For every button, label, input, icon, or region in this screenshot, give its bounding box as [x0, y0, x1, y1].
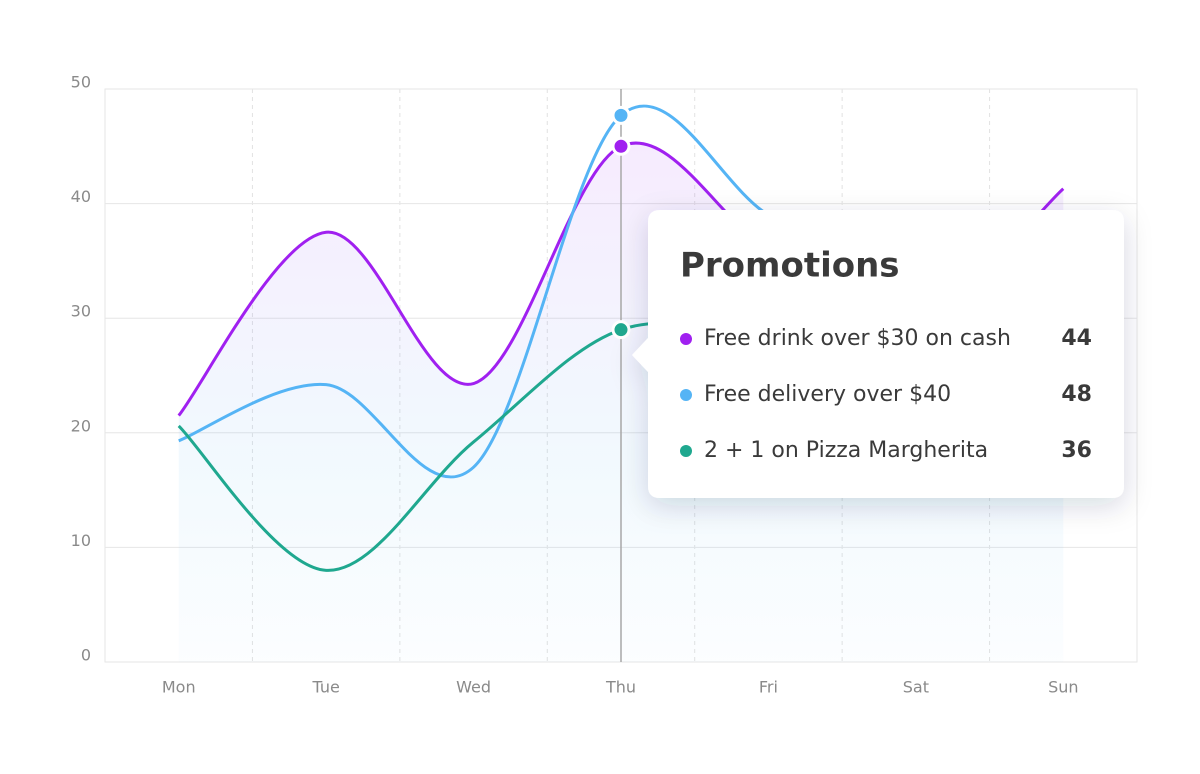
x-tick-label: Mon [162, 678, 196, 697]
y-tick-label: 0 [81, 646, 91, 665]
x-tick-label: Tue [311, 678, 339, 697]
legend-label: 2 + 1 on Pizza Margherita [704, 438, 988, 463]
legend-label: Free drink over $30 on cash [704, 326, 1011, 351]
y-tick-label: 20 [71, 416, 91, 435]
tooltip-value: 48 [1061, 382, 1092, 407]
tooltip-title: Promotions [680, 246, 900, 286]
legend-dot [680, 445, 692, 457]
x-tick-label: Sun [1048, 678, 1078, 697]
y-tick-label: 10 [71, 531, 91, 550]
legend-dot [680, 389, 692, 401]
highlight-point [611, 136, 631, 156]
highlight-point [611, 320, 631, 340]
legend-label: Free delivery over $40 [704, 382, 951, 407]
highlight-point [611, 105, 631, 125]
x-tick-label: Thu [605, 678, 636, 697]
y-tick-label: 40 [71, 187, 91, 206]
tooltip: Promotions Free drink over $30 on cash 44… [632, 210, 1124, 498]
x-tick-label: Fri [759, 678, 778, 697]
y-tick-label: 30 [71, 302, 91, 321]
x-tick-label: Wed [456, 678, 491, 697]
x-tick-label: Sat [903, 678, 929, 697]
tooltip-value: 36 [1061, 438, 1092, 463]
tooltip-box [632, 210, 1124, 498]
tooltip-value: 44 [1061, 326, 1092, 351]
legend-dot [680, 333, 692, 345]
y-tick-label: 50 [71, 73, 91, 92]
